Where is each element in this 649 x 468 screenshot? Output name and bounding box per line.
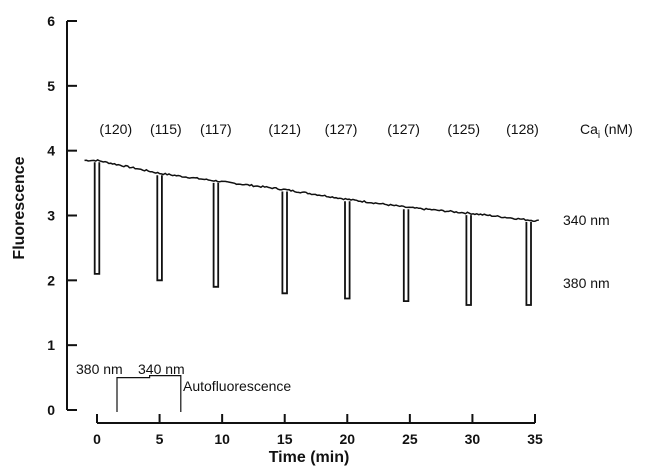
ca-value: (125)	[447, 121, 480, 137]
y-tick-label: 1	[47, 337, 55, 353]
x-tick-label: 0	[93, 431, 101, 447]
dip-380nm	[525, 221, 532, 306]
y-tick-label: 0	[47, 402, 55, 418]
x-tick-label: 10	[214, 431, 230, 447]
y-tick-label: 4	[47, 143, 55, 159]
autofluorescence-trace	[116, 375, 182, 412]
label-380nm: 380 nm	[563, 275, 610, 291]
ca-value: (115)	[150, 121, 182, 137]
x-tick-group: 0 5 10 15 20 25 30 35	[93, 414, 543, 447]
y-tick-label: 3	[47, 208, 55, 224]
series-340nm-trace	[84, 159, 539, 223]
dip-380nm	[156, 175, 163, 282]
autofluorescence-label: Autofluorescence	[183, 378, 291, 394]
label-340nm: 340 nm	[563, 212, 610, 228]
ca-value: (117)	[200, 121, 232, 137]
x-tick-label: 25	[402, 431, 418, 447]
ca-value: (127)	[325, 121, 358, 137]
dip-380nm	[281, 191, 288, 295]
ca-label: Cai (nM)	[580, 121, 633, 141]
x-tick-label: 5	[156, 431, 164, 447]
dip-380nm	[402, 209, 410, 302]
ca-value: (128)	[506, 121, 539, 137]
dip-380nm	[344, 201, 351, 300]
x-tick-label: 15	[277, 431, 293, 447]
inset-380nm-label: 380 nm	[76, 361, 123, 377]
y-tick-label: 2	[47, 272, 55, 288]
ca-value-labels: (120) (115) (117) (121) (127) (127) (125) (128)	[99, 121, 538, 137]
x-tick-label: 30	[465, 431, 481, 447]
series-380nm-dips	[93, 162, 532, 306]
x-tick-label: 35	[527, 431, 543, 447]
ca-value: (120)	[99, 121, 132, 137]
ca-value: (127)	[387, 121, 420, 137]
y-axis-title: Fluorescence	[11, 156, 28, 259]
dip-380nm	[465, 215, 472, 306]
ca-value: (121)	[268, 121, 301, 137]
x-tick-label: 20	[339, 431, 355, 447]
y-tick-label: 5	[47, 78, 55, 94]
dip-380nm	[212, 182, 220, 288]
dip-380nm	[93, 162, 101, 275]
y-tick-group: 0 1 2 3 4 5 6	[47, 13, 77, 418]
ca-subscript: i	[598, 130, 600, 141]
y-tick-label: 6	[47, 13, 55, 29]
x-axis-title: Time (min)	[269, 449, 350, 466]
inset-340nm-label: 340 nm	[138, 361, 185, 377]
